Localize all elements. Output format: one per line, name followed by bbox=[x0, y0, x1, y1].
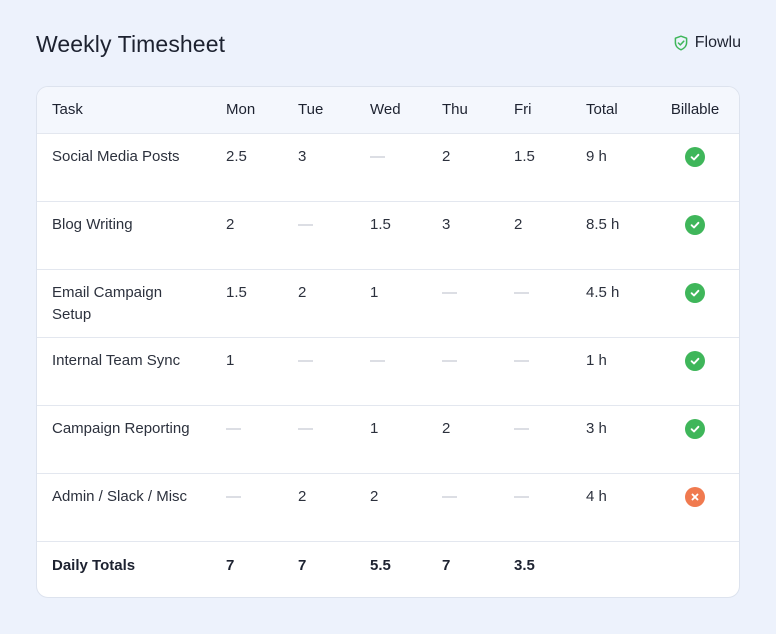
hours-wed: 1.5 bbox=[370, 216, 391, 233]
check-circle-icon bbox=[685, 215, 705, 235]
table-row: Internal Team Sync 1 — — — — 1 h bbox=[37, 338, 739, 406]
hours-fri: 2 bbox=[514, 216, 523, 233]
check-circle-icon bbox=[685, 147, 705, 167]
hours-thu: 2 bbox=[442, 420, 451, 437]
hours-mon: 1.5 bbox=[226, 284, 247, 301]
hours-wed: — bbox=[370, 148, 385, 165]
task-name: Email Campaign Setup bbox=[52, 284, 163, 323]
hours-fri: — bbox=[514, 284, 529, 301]
hours-tue: — bbox=[298, 216, 313, 233]
total-thu: 7 bbox=[442, 557, 451, 574]
hours-mon: 2 bbox=[226, 216, 235, 233]
hours-tue: 3 bbox=[298, 148, 307, 165]
header-total: Total bbox=[586, 101, 618, 118]
task-total: 4.5 h bbox=[586, 284, 620, 301]
hours-wed: 2 bbox=[370, 488, 379, 505]
hours-tue: 2 bbox=[298, 488, 307, 505]
table-row: Social Media Posts 2.5 3 — 2 1.5 9 h bbox=[37, 134, 739, 202]
hours-wed: — bbox=[370, 352, 385, 369]
hours-wed: 1 bbox=[370, 420, 379, 437]
table-row: Email Campaign Setup 1.5 2 1 — — 4.5 h bbox=[37, 270, 739, 338]
task-name: Social Media Posts bbox=[52, 148, 180, 165]
hours-mon: — bbox=[226, 420, 241, 437]
task-total: 4 h bbox=[586, 488, 607, 505]
header-thu: Thu bbox=[442, 101, 468, 118]
hours-tue: — bbox=[298, 420, 313, 437]
hours-tue: 2 bbox=[298, 284, 307, 301]
total-fri: 3.5 bbox=[514, 557, 535, 574]
header-fri: Fri bbox=[514, 101, 532, 118]
hours-thu: 2 bbox=[442, 148, 451, 165]
task-name: Admin / Slack / Misc bbox=[52, 488, 188, 505]
shield-check-icon bbox=[673, 35, 689, 51]
hours-mon: 2.5 bbox=[226, 148, 247, 165]
hours-wed: 1 bbox=[370, 284, 379, 301]
task-name: Campaign Reporting bbox=[52, 420, 190, 437]
hours-mon: — bbox=[226, 488, 241, 505]
table-row: Campaign Reporting — — 1 2 — 3 h bbox=[37, 406, 739, 474]
check-circle-icon bbox=[685, 419, 705, 439]
daily-totals-label: Daily Totals bbox=[52, 557, 136, 574]
hours-fri: — bbox=[514, 352, 529, 369]
page-title: Weekly Timesheet bbox=[36, 31, 226, 57]
table-header-row: Task Mon Tue Wed Thu Fri Total Billable bbox=[37, 87, 739, 134]
task-total: 1 h bbox=[586, 352, 607, 369]
total-mon: 7 bbox=[226, 557, 235, 574]
brand-logo: Flowlu bbox=[673, 34, 741, 52]
header-billable: Billable bbox=[670, 101, 720, 118]
check-circle-icon bbox=[685, 351, 705, 371]
hours-tue: — bbox=[298, 352, 313, 369]
header-tue: Tue bbox=[298, 101, 324, 118]
daily-totals-row: Daily Totals 7 7 5.5 7 3.5 bbox=[37, 542, 739, 597]
hours-thu: — bbox=[442, 352, 457, 369]
hours-fri: — bbox=[514, 488, 529, 505]
hours-fri: — bbox=[514, 420, 529, 437]
check-circle-icon bbox=[685, 283, 705, 303]
timesheet-table: Task Mon Tue Wed Thu Fri Total Billable … bbox=[36, 86, 740, 598]
x-circle-icon bbox=[685, 487, 705, 507]
total-tue: 7 bbox=[298, 557, 307, 574]
brand-name: Flowlu bbox=[694, 34, 741, 51]
hours-fri: 1.5 bbox=[514, 148, 535, 165]
task-total: 9 h bbox=[586, 148, 607, 165]
task-total: 8.5 h bbox=[586, 216, 620, 233]
header-mon: Mon bbox=[226, 101, 256, 118]
task-name: Internal Team Sync bbox=[52, 352, 181, 369]
task-name: Blog Writing bbox=[52, 216, 133, 233]
header-task: Task bbox=[52, 101, 83, 118]
hours-thu: — bbox=[442, 284, 457, 301]
table-row: Blog Writing 2 — 1.5 3 2 8.5 h bbox=[37, 202, 739, 270]
hours-thu: 3 bbox=[442, 216, 451, 233]
total-wed: 5.5 bbox=[370, 557, 391, 574]
task-total: 3 h bbox=[586, 420, 607, 437]
header-wed: Wed bbox=[370, 101, 401, 118]
hours-thu: — bbox=[442, 488, 457, 505]
table-row: Admin / Slack / Misc — 2 2 — — 4 h bbox=[37, 474, 739, 542]
hours-mon: 1 bbox=[226, 352, 235, 369]
